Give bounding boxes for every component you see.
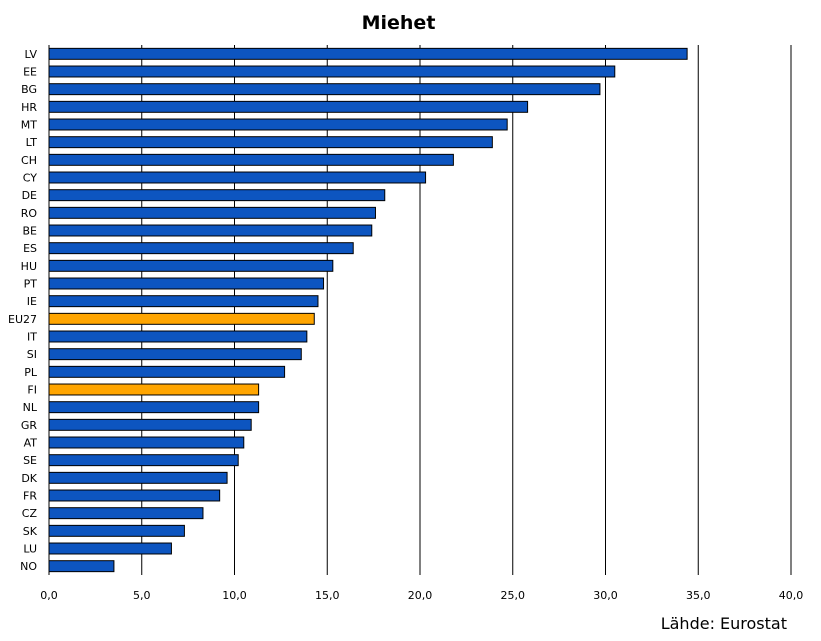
bar-ch bbox=[48, 153, 454, 166]
category-label-bg: BG bbox=[21, 83, 37, 96]
bar-it bbox=[48, 330, 308, 343]
bar-cy bbox=[48, 171, 427, 184]
bar-ee bbox=[48, 65, 616, 78]
chart-title: Miehet bbox=[361, 12, 436, 34]
category-label-sk: SK bbox=[23, 525, 38, 538]
bar-ro bbox=[48, 206, 376, 219]
bar-lv bbox=[48, 47, 688, 60]
x-tick-label: 30,0 bbox=[593, 589, 618, 602]
category-label-pl: PL bbox=[24, 366, 38, 379]
bar-mt bbox=[48, 118, 508, 131]
x-tick-label: 40,0 bbox=[779, 589, 804, 602]
bar-hu bbox=[48, 259, 334, 272]
category-label-lu: LU bbox=[23, 543, 37, 556]
category-labels: LV EE BG HR MT LT CH CY DE RO BE ES HU PT IE EU27 IT SI PL… bbox=[8, 48, 38, 573]
category-label-be: BE bbox=[23, 225, 38, 238]
x-tick-labels: 0,0 5,0 10,0 15,0 20,0 25,0 30,0 35,0 40,0 bbox=[40, 589, 803, 602]
x-tick-label: 15,0 bbox=[315, 589, 340, 602]
bar-pl bbox=[48, 365, 286, 378]
bar-dk bbox=[48, 471, 228, 484]
x-tick-label: 10,0 bbox=[222, 589, 247, 602]
category-label-eu27: EU27 bbox=[8, 313, 37, 326]
category-label-ie: IE bbox=[27, 295, 37, 308]
x-tick-label: 5,0 bbox=[133, 589, 151, 602]
bar-no bbox=[48, 560, 115, 573]
bar-sk bbox=[48, 524, 185, 537]
source-note: Lähde: Eurostat bbox=[660, 614, 787, 633]
x-tick-label: 20,0 bbox=[408, 589, 433, 602]
category-label-lt: LT bbox=[26, 136, 38, 149]
bar-nl bbox=[48, 401, 260, 414]
category-label-pt: PT bbox=[24, 278, 38, 291]
bar-lu bbox=[48, 542, 172, 555]
category-label-fr: FR bbox=[23, 490, 37, 503]
category-label-cz: CZ bbox=[22, 507, 38, 520]
category-label-gr: GR bbox=[21, 419, 38, 432]
category-label-cy: CY bbox=[23, 172, 37, 185]
bar-cz bbox=[48, 507, 204, 520]
category-label-nl: NL bbox=[23, 401, 38, 414]
category-label-it: IT bbox=[27, 331, 37, 344]
bar-gr bbox=[48, 418, 252, 431]
category-label-hu: HU bbox=[21, 260, 37, 273]
category-label-es: ES bbox=[23, 242, 37, 255]
grid-lines bbox=[48, 45, 792, 575]
bars bbox=[48, 47, 688, 573]
bar-es bbox=[48, 242, 354, 255]
bar-fr bbox=[48, 489, 221, 502]
category-label-si: SI bbox=[27, 348, 37, 361]
category-label-ee: EE bbox=[23, 66, 37, 79]
category-label-at: AT bbox=[24, 437, 38, 450]
category-label-no: NO bbox=[20, 560, 37, 573]
bar-fi bbox=[48, 383, 260, 396]
bar-eu27 bbox=[48, 312, 315, 325]
category-label-hr: HR bbox=[21, 101, 37, 114]
category-label-lv: LV bbox=[25, 48, 38, 61]
x-tick-label: 25,0 bbox=[501, 589, 526, 602]
bar-de bbox=[48, 189, 386, 202]
bar-si bbox=[48, 348, 302, 361]
x-tick-label: 0,0 bbox=[40, 589, 58, 602]
bar-at bbox=[48, 436, 245, 449]
bar-hr bbox=[48, 100, 529, 113]
category-label-ro: RO bbox=[21, 207, 38, 220]
category-label-se: SE bbox=[23, 454, 37, 467]
bar-lt bbox=[48, 136, 493, 149]
category-label-de: DE bbox=[22, 189, 37, 202]
bar-be bbox=[48, 224, 373, 237]
bar-pt bbox=[48, 277, 325, 290]
x-tick-label: 35,0 bbox=[686, 589, 711, 602]
bar-se bbox=[48, 454, 239, 467]
category-label-mt: MT bbox=[21, 119, 37, 132]
category-label-ch: CH bbox=[21, 154, 37, 167]
category-label-fi: FI bbox=[27, 384, 37, 397]
bar-ie bbox=[48, 295, 319, 308]
bar-bg bbox=[48, 83, 601, 96]
category-label-dk: DK bbox=[21, 472, 37, 485]
